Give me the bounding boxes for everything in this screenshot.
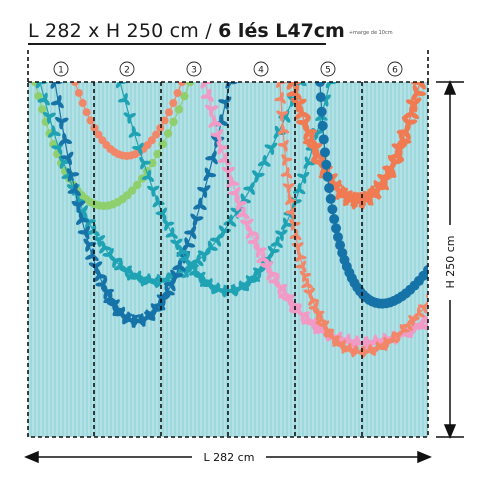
height-label: H 250 cm [444, 235, 457, 288]
panel-number-circle [253, 61, 269, 77]
width-arrow-right [417, 450, 432, 464]
title: L 282 x H 250 cm / 6 lés L47cm +marge de … [28, 20, 393, 42]
panel-number: 2 [124, 66, 130, 76]
dimensions-text: L 282 x H 250 cm / [28, 20, 219, 42]
panel-number: 5 [325, 66, 331, 76]
garland-blue-right [315, 82, 428, 309]
panel-number-circle [53, 61, 69, 77]
panel-number-circle [387, 61, 403, 77]
panel-number-circle [186, 61, 202, 77]
height-arrow-top [443, 80, 457, 95]
margin-note: +marge de 10cm [348, 29, 393, 36]
panels-text: 6 lés L47cm [218, 20, 345, 42]
panel-number: 6 [392, 66, 398, 76]
title-underline [28, 43, 326, 45]
panel-number: 3 [191, 66, 197, 76]
garland-blue-left [50, 82, 238, 328]
panel-number-circle [320, 61, 336, 77]
height-arrow-bottom [443, 424, 457, 439]
garlands [30, 82, 428, 358]
panel-number: 4 [258, 66, 264, 76]
panel-number: 1 [58, 66, 64, 76]
width-label: L 282 cm [204, 451, 255, 464]
panel-number-circle [119, 61, 135, 77]
width-arrow-left [24, 450, 39, 464]
